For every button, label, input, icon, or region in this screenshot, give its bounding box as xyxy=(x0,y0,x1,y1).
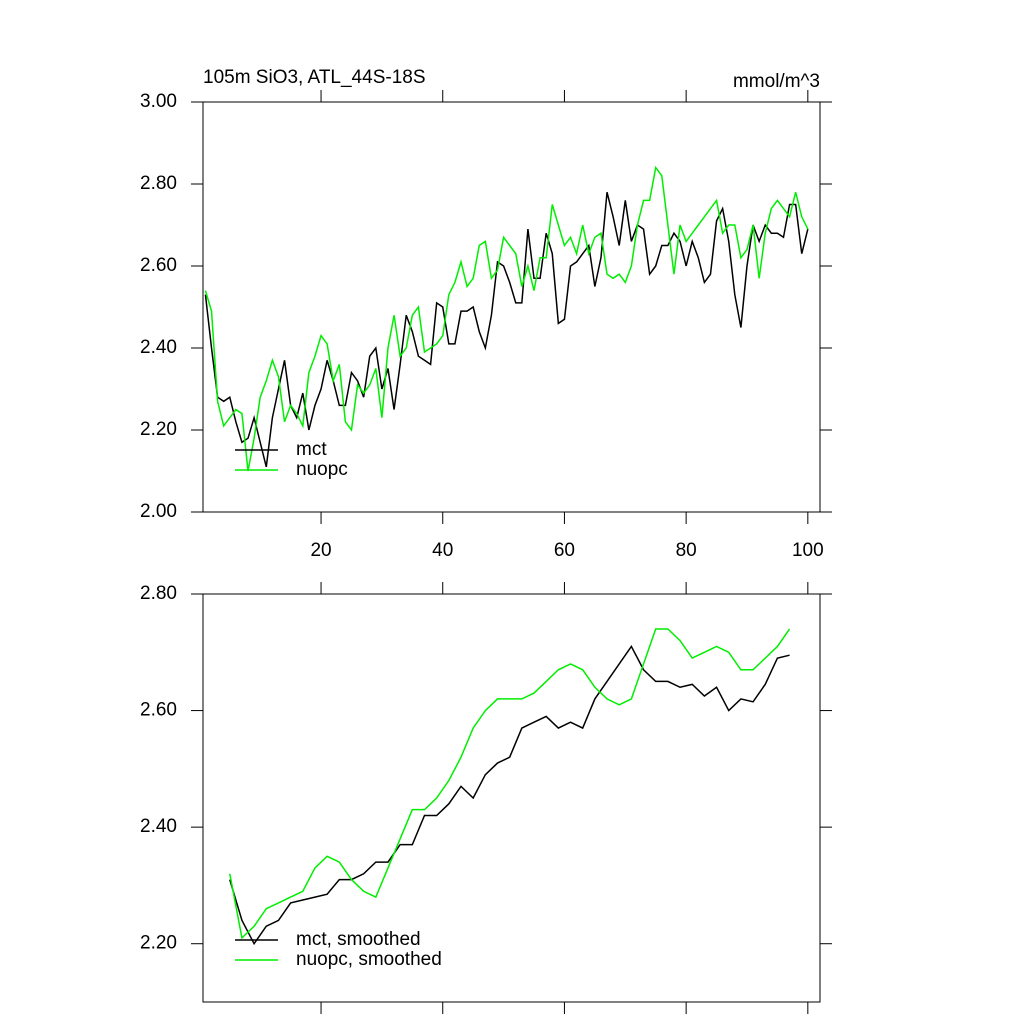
chart-title: 105m SiO3, ATL_44S-18S xyxy=(203,67,426,88)
units-label: mmol/m^3 xyxy=(733,71,820,92)
y-tick-label: 2.00 xyxy=(140,501,177,522)
legend-label: nuopc xyxy=(296,459,348,480)
x-tick-label: 20 xyxy=(310,540,331,561)
plot-frame xyxy=(202,593,821,1003)
legend-label: nuopc, smoothed xyxy=(296,949,442,970)
y-tick-label: 2.60 xyxy=(140,255,177,276)
legend-label: mct xyxy=(296,439,327,460)
series-line xyxy=(204,192,809,468)
x-tick-label: 60 xyxy=(554,540,575,561)
series-line xyxy=(204,165,809,472)
legend-label: mct, smoothed xyxy=(296,929,421,950)
x-tick-label: 100 xyxy=(792,540,824,561)
series-line xyxy=(229,628,791,940)
x-tick-label: 40 xyxy=(432,540,453,561)
y-tick-label: 2.80 xyxy=(140,583,177,604)
x-tick-label: 80 xyxy=(676,540,697,561)
y-tick-label: 2.40 xyxy=(140,816,177,837)
y-tick-label: 2.20 xyxy=(140,933,177,954)
y-tick-label: 3.00 xyxy=(140,91,177,112)
plot-frame xyxy=(202,101,821,513)
y-tick-label: 2.80 xyxy=(140,173,177,194)
y-tick-label: 2.20 xyxy=(140,419,177,440)
y-tick-label: 2.60 xyxy=(140,700,177,721)
y-tick-label: 2.40 xyxy=(140,337,177,358)
series-line xyxy=(229,645,790,946)
